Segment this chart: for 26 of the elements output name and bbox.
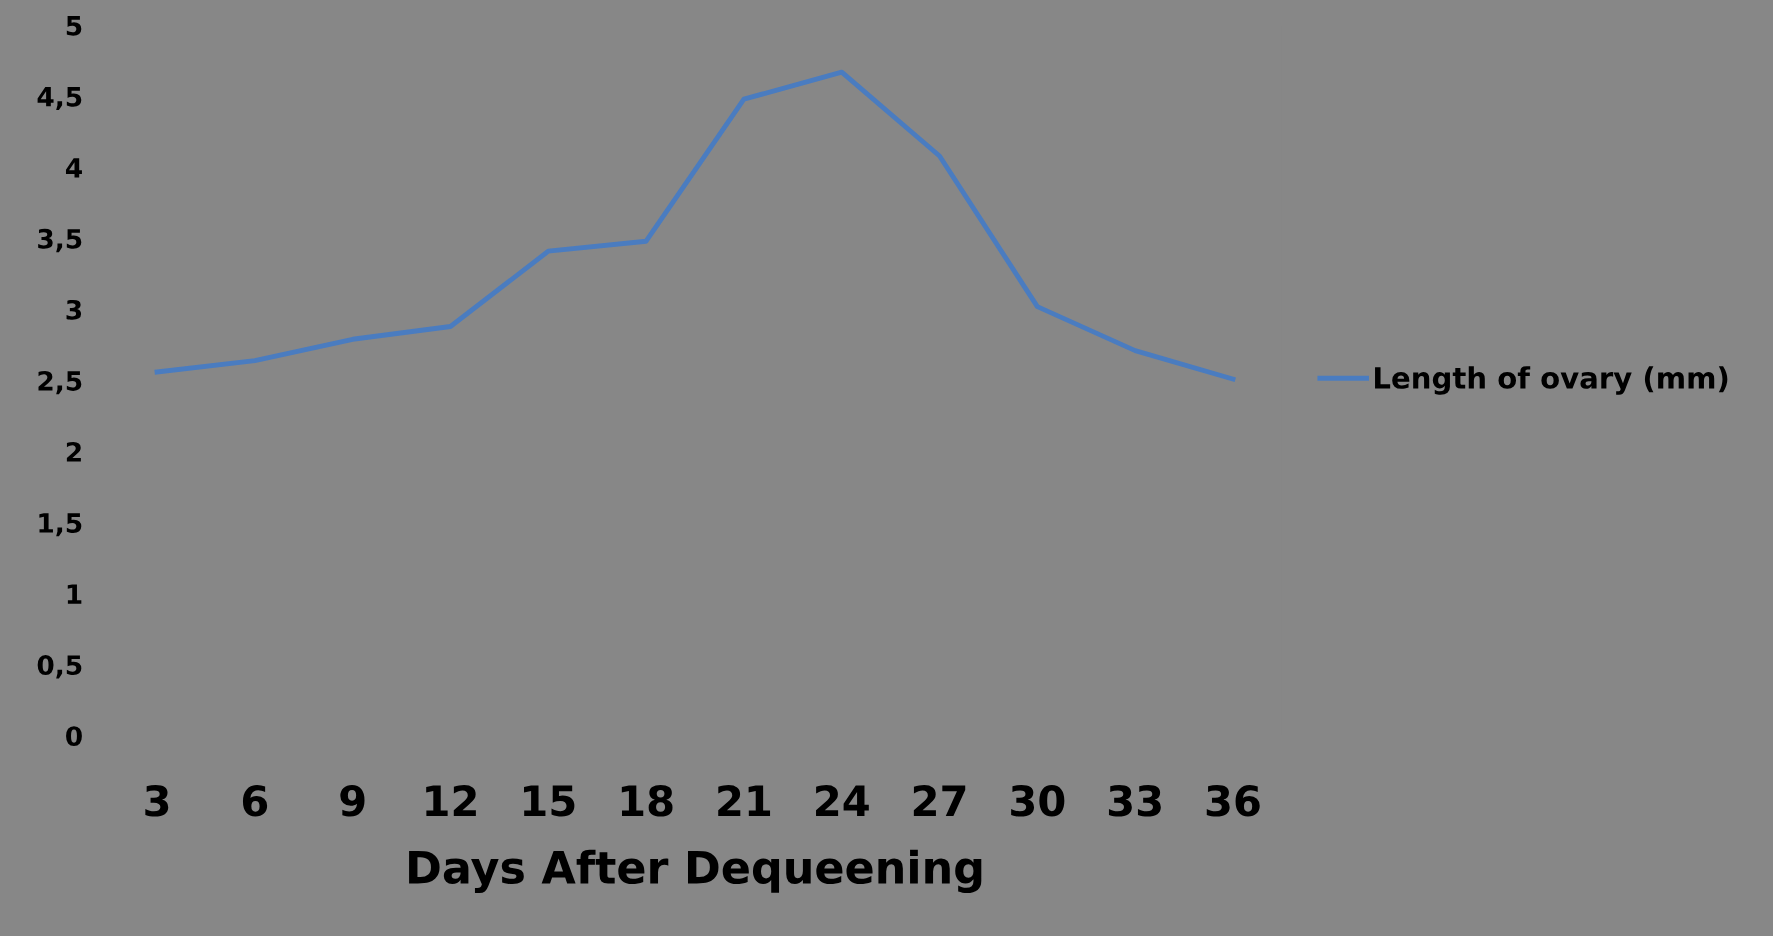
y-tick-label: 2 bbox=[66, 441, 81, 462]
x-tick-label: 33 bbox=[1108, 785, 1161, 817]
x-tick-label: 18 bbox=[621, 785, 673, 817]
legend-label: Length of ovary (mm) bbox=[1375, 366, 1728, 395]
y-tick-label: 3 bbox=[66, 299, 82, 320]
y-tick-label: 4,5 bbox=[37, 87, 82, 111]
x-tick-label: 21 bbox=[718, 785, 771, 816]
y-tick-label: 0 bbox=[66, 726, 82, 747]
x-tick-label: 12 bbox=[426, 785, 476, 816]
x-axis-title: Days After Dequeening bbox=[409, 849, 982, 893]
x-tick-label: 6 bbox=[242, 785, 268, 817]
y-tick-label: 1 bbox=[67, 584, 82, 604]
x-tick-label: 3 bbox=[145, 785, 169, 817]
line-series bbox=[154, 69, 1236, 382]
x-tick-label: 30 bbox=[1011, 785, 1065, 817]
y-tick-label: 2,5 bbox=[38, 370, 82, 395]
x-tick-label: 9 bbox=[340, 785, 365, 817]
y-tick-label: 4 bbox=[65, 158, 82, 178]
y-tick-label: 5 bbox=[66, 16, 82, 36]
y-tick-label: 0,5 bbox=[37, 655, 82, 679]
y-tick-label: 1,5 bbox=[39, 513, 82, 537]
x-tick-label: 27 bbox=[913, 785, 966, 816]
x-tick-label: 24 bbox=[816, 785, 869, 816]
x-tick-label: 36 bbox=[1206, 785, 1260, 817]
y-tick-label: 3,5 bbox=[38, 228, 82, 253]
x-tick-label: 15 bbox=[524, 785, 575, 817]
